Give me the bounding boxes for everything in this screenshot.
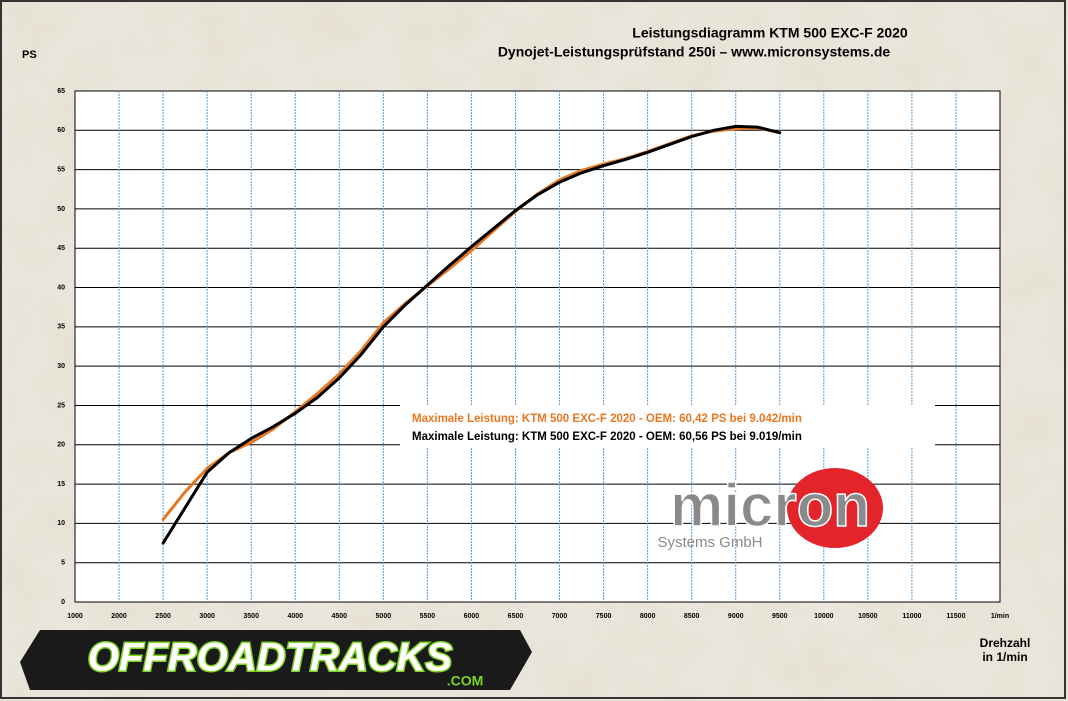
x-tick-label: 6500 (508, 613, 524, 620)
y-tick-label: 25 (57, 402, 65, 409)
x-tick-label: 10500 (858, 613, 878, 620)
x-tick-label: 5000 (376, 613, 392, 620)
x-tick-label: 11500 (946, 613, 965, 620)
x-tick-label: 9500 (772, 613, 788, 620)
x-tick-label: 3500 (243, 613, 259, 620)
legend-box (400, 405, 935, 447)
offroad-logo: OFFROADTRACKS .COM (20, 630, 532, 690)
x-tick-label: 4500 (331, 613, 347, 620)
y-axis-label: PS (22, 49, 37, 61)
x-tick-label: 9000 (728, 613, 744, 620)
y-tick-label: 55 (57, 166, 65, 173)
x-tick-label: 7000 (552, 613, 568, 620)
logo-text: OFFROADTRACKS (88, 636, 453, 680)
x-tick-label: 3000 (199, 613, 215, 620)
chart-subtitle: Dynojet-Leistungsprüfstand 250i – www.mi… (498, 44, 891, 60)
y-tick-label: 60 (57, 127, 65, 134)
x-tick-label: 8000 (640, 613, 656, 620)
x-tick-label: 10000 (814, 613, 834, 620)
chart-title: Leistungsdiagramm KTM 500 EXC-F 2020 (632, 25, 908, 41)
x-tick-label: 2500 (155, 613, 171, 620)
x-tick-label: 8500 (684, 613, 700, 620)
y-tick-label: 40 (57, 284, 65, 291)
logo-subtext: Systems GmbH (657, 534, 762, 551)
x-tick-label: 7500 (596, 613, 612, 620)
x-tick-label: 1000 (67, 613, 83, 620)
x-tick-label: 4000 (287, 613, 303, 620)
legend-entry: Maximale Leistung: KTM 500 EXC-F 2020 - … (412, 431, 802, 443)
y-tick-label: 0 (61, 599, 65, 606)
y-tick-label: 45 (57, 245, 65, 252)
y-tick-label: 20 (57, 442, 65, 449)
y-tick-label: 65 (57, 88, 65, 95)
x-tick-label: 6000 (464, 613, 480, 620)
y-tick-label: 10 (57, 520, 65, 527)
series-line (161, 124, 782, 545)
logo-bg (20, 630, 532, 690)
x-tick-label: 1/min (991, 613, 1009, 620)
x-tick-label: 2000 (111, 613, 127, 620)
x-tick-label: 5500 (420, 613, 436, 620)
logo-shape (787, 468, 883, 548)
y-tick-label: 50 (57, 206, 65, 213)
logo-subtext: .COM (447, 673, 484, 689)
y-tick-label: 15 (57, 481, 65, 488)
legend-entry: Maximale Leistung: KTM 500 EXC-F 2020 - … (412, 413, 802, 425)
x-axis-label: in 1/min (982, 650, 1027, 664)
logo-text: micron (670, 472, 870, 539)
x-axis-label: Drehzahl (980, 636, 1031, 650)
y-tick-label: 35 (57, 324, 65, 331)
y-tick-label: 30 (57, 363, 65, 370)
micron-logo: micron Systems GmbH (657, 468, 883, 551)
x-tick-label: 11000 (902, 613, 921, 620)
y-tick-label: 5 (61, 560, 65, 567)
